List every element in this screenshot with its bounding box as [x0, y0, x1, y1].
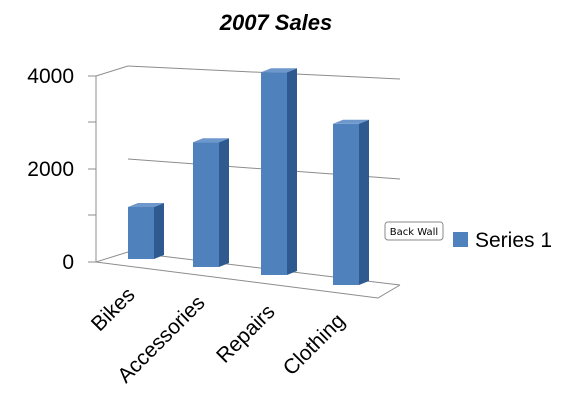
tooltip-box [384, 221, 444, 241]
x-tick-label: Repairs [212, 300, 279, 367]
y-tick-label: 4000 [27, 65, 74, 88]
x-tick-label: Bikes [87, 283, 140, 336]
chart-title[interactable]: 2007 Sales [219, 10, 333, 35]
bar-top [128, 203, 164, 207]
tooltip: Back Wall [384, 221, 444, 241]
bar-front [261, 72, 287, 275]
floor-front-edge [95, 261, 401, 299]
bar-bikes[interactable] [128, 203, 164, 259]
legend[interactable]: Series 1 [453, 229, 552, 252]
bar-repairs[interactable] [261, 68, 297, 275]
y-tick-label: 2000 [27, 158, 74, 181]
bar-top [261, 68, 297, 73]
side-wall [95, 65, 129, 263]
y-axis-labels: 0 2000 4000 [27, 65, 74, 274]
bar-side [359, 119, 369, 285]
y-tick-label: 0 [62, 251, 74, 274]
bar-side [287, 68, 297, 275]
legend-label: Series 1 [475, 229, 552, 252]
bar-front [333, 123, 359, 285]
bar-accessories[interactable] [193, 138, 229, 267]
tooltip-text: Back Wall [390, 227, 438, 238]
legend-swatch [453, 232, 468, 247]
bar-side [154, 203, 164, 259]
bar-front [128, 207, 154, 259]
bar-top [193, 138, 229, 143]
bar-side [219, 138, 229, 267]
bars-group [128, 68, 369, 285]
bar-top [333, 119, 369, 124]
x-tick-label: Clothing [279, 309, 350, 380]
bar-front [193, 142, 219, 267]
bar-clothing[interactable] [333, 119, 369, 285]
